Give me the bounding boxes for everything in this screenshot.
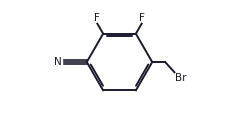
Text: F: F bbox=[139, 13, 145, 23]
Text: F: F bbox=[94, 13, 100, 23]
Text: Br: Br bbox=[175, 73, 187, 83]
Text: N: N bbox=[54, 57, 62, 67]
